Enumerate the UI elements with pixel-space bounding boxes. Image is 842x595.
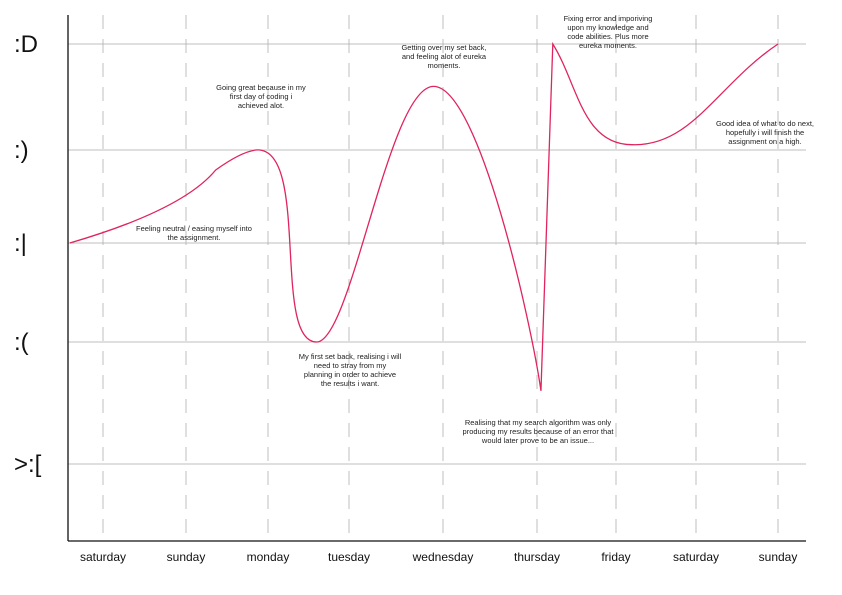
x-tick-label: sunday bbox=[759, 550, 798, 564]
annotation-7: Good idea of what to do next, hopefully i… bbox=[700, 119, 830, 146]
annotation-line: Going great because in my bbox=[216, 83, 306, 92]
annotation-3: My first set back, realising i will need … bbox=[270, 352, 430, 388]
x-tick-label: wednesday bbox=[412, 550, 474, 564]
annotation-line: Realising that my search algorithm was o… bbox=[464, 418, 612, 427]
annotation-line: eureka moments. bbox=[579, 41, 637, 50]
annotation-line: Getting over my set back, bbox=[401, 43, 487, 52]
annotation-2: Going great because in my first day of co… bbox=[200, 83, 322, 110]
x-tick-label: thursday bbox=[514, 550, 560, 564]
annotation-line: the assignment. bbox=[167, 233, 221, 242]
annotation-line: producing my results because of an error… bbox=[462, 427, 614, 436]
y-level-label: >:[ bbox=[14, 451, 42, 478]
y-level-label: :| bbox=[14, 230, 27, 257]
mood-line bbox=[69, 41, 779, 391]
annotation-line: planning in order to achieve bbox=[303, 370, 397, 379]
annotation-line: My first set back, realising i will bbox=[298, 352, 402, 361]
x-tick-label: friday bbox=[601, 550, 630, 564]
x-tick-label: sunday bbox=[167, 550, 206, 564]
x-axis-labels: saturday sunday monday tuesday wednesday thur… bbox=[80, 550, 797, 564]
x-tick-label: saturday bbox=[673, 550, 719, 564]
x-tick-label: saturday bbox=[80, 550, 126, 564]
annotation-line: upon my knowledge and bbox=[567, 23, 649, 32]
annotation-line: achieved alot. bbox=[237, 101, 285, 110]
y-axis-labels: :D:) :| :( >:[ bbox=[14, 31, 42, 478]
vertical-gridlines bbox=[102, 15, 779, 541]
annotation-1: Feeling neutral / easing myself into the … bbox=[118, 224, 270, 242]
annotation-line: moments. bbox=[427, 61, 461, 70]
y-level-label: :) bbox=[14, 137, 29, 164]
annotation-line: code abilities. Plus more bbox=[567, 32, 649, 41]
x-tick-label: tuesday bbox=[328, 550, 370, 564]
annotation-line: need to stray from my bbox=[313, 361, 387, 370]
annotation-line: and feeling alot of eureka bbox=[401, 52, 487, 61]
annotation-line: Feeling neutral / easing myself into bbox=[136, 224, 252, 233]
annotation-line: the results i want. bbox=[320, 379, 380, 388]
annotation-5: Realising that my search algorithm was o… bbox=[448, 418, 628, 445]
annotation-line: first day of coding i bbox=[229, 92, 293, 101]
annotation-line: hopefully i will finish the bbox=[725, 128, 805, 137]
annotation-line: Fixing error and imporiving bbox=[563, 14, 653, 23]
annotation-line: assignment on a high. bbox=[728, 137, 802, 146]
annotation-line: Good idea of what to do next, bbox=[716, 119, 814, 128]
horizontal-gridlines bbox=[68, 43, 806, 465]
annotation-line: would later prove to be an issue... bbox=[481, 436, 595, 445]
y-level-label: :( bbox=[14, 329, 29, 356]
y-level-label: :D bbox=[14, 31, 38, 58]
x-tick-label: monday bbox=[247, 550, 290, 564]
annotation-4: Getting over my set back, and feeling alo… bbox=[380, 43, 508, 70]
annotation-6: Fixing error and imporiving upon my knowl… bbox=[548, 14, 668, 50]
